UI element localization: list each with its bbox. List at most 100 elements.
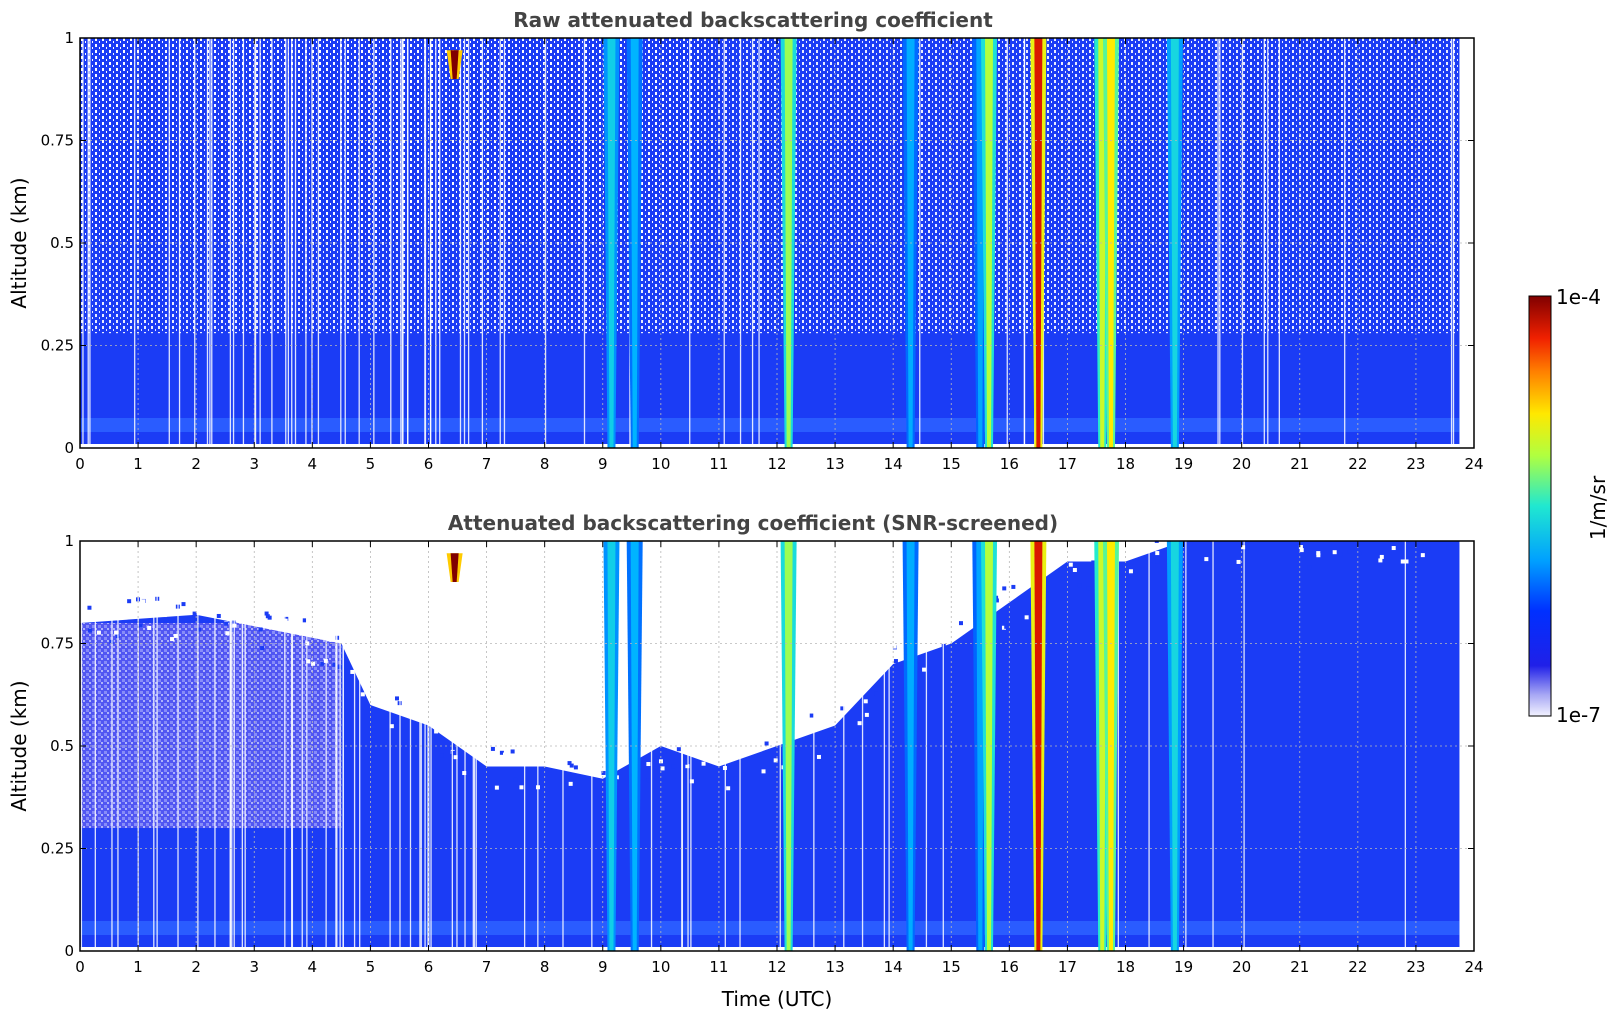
- missing-profile: [153, 541, 155, 951]
- x-tick-label: 11: [709, 455, 728, 473]
- panel-raw-plot-area[interactable]: [80, 38, 1474, 448]
- edge-speck: [1068, 562, 1073, 567]
- x-tick-label: 15: [942, 958, 961, 976]
- edge-speck: [685, 764, 690, 769]
- edge-speck: [88, 628, 93, 633]
- edge-speck: [451, 750, 456, 755]
- edge-speck: [389, 691, 394, 696]
- edge-speck: [1415, 531, 1419, 535]
- edge-speck: [672, 738, 677, 743]
- edge-speck: [1431, 534, 1435, 538]
- edge-speck: [1420, 553, 1425, 558]
- missing-profile: [178, 38, 181, 448]
- edge-speck: [997, 600, 1002, 605]
- edge-speck: [1157, 536, 1161, 540]
- panel-screened-grid: [80, 541, 1474, 951]
- y-tick-label: 0: [64, 942, 74, 960]
- near-ground-band: [80, 921, 1460, 935]
- y-tick-label: 0.25: [41, 337, 74, 355]
- edge-speck: [857, 721, 862, 726]
- missing-profile: [117, 541, 119, 951]
- edge-speck: [1086, 586, 1091, 591]
- missing-profile: [134, 38, 136, 448]
- edge-speck: [499, 750, 504, 755]
- edge-speck: [958, 621, 963, 626]
- x-tick-label: 22: [1348, 958, 1367, 976]
- missing-profile: [194, 38, 196, 448]
- edge-speck: [1426, 546, 1431, 551]
- missing-profile: [1217, 38, 1219, 448]
- x-tick-label: 1: [133, 958, 143, 976]
- edge-speck: [1345, 535, 1349, 539]
- near-ground-band: [80, 418, 1460, 432]
- missing-profile: [287, 38, 290, 448]
- edge-speck: [1301, 555, 1306, 560]
- x-tick-label: 14: [884, 958, 903, 976]
- x-tick-label: 15: [942, 455, 961, 473]
- x-tick-label: 3: [249, 455, 259, 473]
- edge-speck: [260, 646, 265, 651]
- missing-profile: [89, 38, 91, 448]
- missing-profile: [233, 541, 235, 951]
- edge-speck: [1024, 615, 1029, 620]
- missing-profile: [451, 541, 453, 951]
- y-tick-label: 0.75: [41, 635, 74, 653]
- missing-profile: [472, 541, 474, 951]
- edge-speck: [1060, 576, 1065, 581]
- edge-speck: [1217, 526, 1221, 530]
- missing-profile: [168, 38, 170, 448]
- x-tick-label: 10: [651, 958, 670, 976]
- x-tick-label: 16: [1000, 958, 1019, 976]
- edge-speck: [1306, 517, 1310, 521]
- x-tick-label: 23: [1406, 455, 1425, 473]
- edge-speck: [337, 665, 342, 670]
- x-tick-label: 21: [1290, 455, 1309, 473]
- missing-profile: [402, 38, 404, 448]
- x-tick-label: 4: [308, 958, 318, 976]
- edge-speck: [127, 599, 132, 604]
- colorbar-unit-label: 1/m/sr: [1586, 475, 1610, 540]
- edge-speck: [601, 770, 606, 775]
- missing-profile: [419, 541, 421, 951]
- edge-speck: [170, 637, 175, 642]
- edge-speck: [568, 781, 573, 786]
- panel-raw: Raw attenuated backscattering coefficien…: [7, 8, 1484, 473]
- edge-speck: [1002, 586, 1007, 591]
- edge-speck: [329, 637, 334, 642]
- edge-speck: [1290, 528, 1294, 532]
- panel-screened-title: Attenuated backscattering coefficient (S…: [448, 511, 1058, 535]
- edge-speck: [1333, 529, 1337, 533]
- edge-speck: [662, 750, 667, 755]
- edge-speck: [801, 726, 806, 731]
- x-tick-label: 9: [598, 455, 608, 473]
- edge-speck: [773, 737, 778, 742]
- edge-speck: [513, 777, 518, 782]
- missing-profile: [1278, 38, 1280, 448]
- edge-speck: [701, 761, 706, 766]
- x-axis-label: Time (UTC): [721, 987, 833, 1011]
- edge-speck: [1307, 565, 1312, 570]
- edge-speck: [1063, 588, 1068, 593]
- edge-speck: [946, 621, 951, 626]
- x-tick-label: 6: [424, 958, 434, 976]
- edge-speck: [1357, 551, 1362, 556]
- x-tick-label: 2: [191, 455, 201, 473]
- edge-speck: [197, 610, 202, 615]
- edge-speck: [153, 607, 158, 612]
- missing-profile: [1117, 541, 1119, 951]
- missing-profile: [503, 38, 506, 448]
- edge-speck: [140, 594, 145, 599]
- x-tick-label: 14: [884, 455, 903, 473]
- x-tick-label: 20: [1232, 958, 1251, 976]
- edge-speck: [434, 729, 439, 734]
- edge-speck: [530, 743, 535, 748]
- edge-speck: [494, 785, 499, 790]
- edge-speck: [306, 659, 311, 664]
- panel-raw-title: Raw attenuated backscattering coefficien…: [513, 8, 993, 32]
- edge-speck: [1332, 550, 1337, 555]
- panel-screened-plot-area[interactable]: [80, 517, 1474, 951]
- edge-speck: [1155, 559, 1160, 564]
- edge-speck: [934, 639, 939, 644]
- plume-core: [450, 50, 459, 79]
